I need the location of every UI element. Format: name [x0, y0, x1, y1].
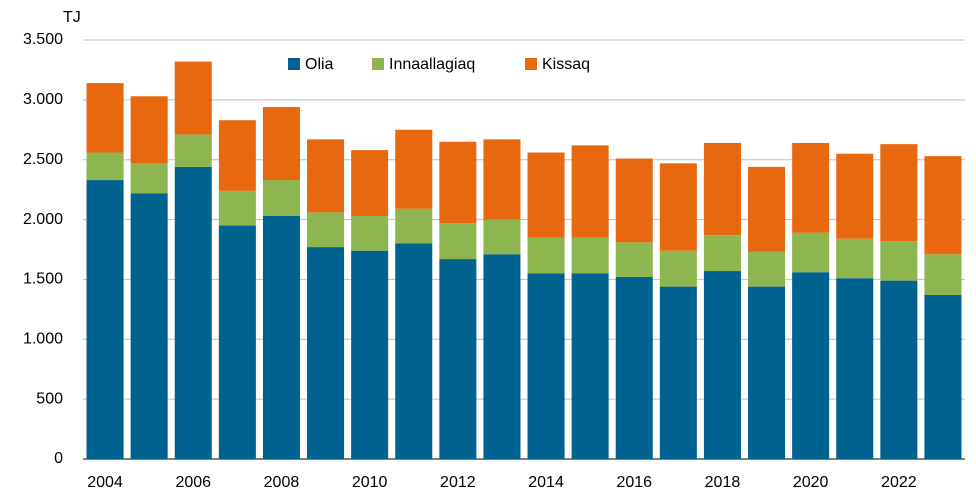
bar-segment — [483, 254, 521, 459]
bar-segment — [924, 254, 962, 295]
y-tick-label: 2.000 — [23, 211, 63, 228]
bar-segment — [218, 190, 256, 226]
bar-segment — [86, 152, 124, 181]
bar-segment — [307, 212, 345, 248]
x-tick-label: 2020 — [793, 474, 829, 491]
x-tick-label: 2006 — [175, 474, 211, 491]
bar-segment — [880, 144, 918, 242]
bar-segment — [483, 139, 521, 220]
bar-segment — [262, 180, 300, 216]
bar-segment — [792, 142, 830, 233]
bar-segment — [130, 163, 168, 194]
legend-swatch — [372, 58, 384, 70]
bar-segment — [130, 193, 168, 459]
bar-segment — [527, 237, 565, 274]
x-tick-label: 2014 — [528, 474, 564, 491]
bar-segment — [924, 156, 962, 255]
x-tick-label: 2010 — [352, 474, 388, 491]
legend-label: Olia — [305, 56, 334, 73]
bar-segment — [262, 107, 300, 181]
bar-segment — [174, 61, 212, 135]
x-tick-label: 2022 — [881, 474, 917, 491]
y-tick-label: 3.000 — [23, 91, 63, 108]
bar-segment — [792, 272, 830, 459]
bar-segment — [703, 235, 741, 272]
bar-segment — [571, 273, 609, 459]
bar-segment — [924, 294, 962, 459]
y-tick-label: 0 — [54, 450, 63, 467]
bar-segment — [527, 152, 565, 238]
unit-label: TJ — [63, 9, 81, 26]
bar-segment — [615, 158, 653, 243]
bar-segment — [836, 278, 874, 459]
bar-segment — [395, 129, 433, 209]
bar-segment — [527, 273, 565, 459]
bar-segment — [703, 271, 741, 459]
bar-segment — [351, 150, 389, 216]
y-tick-label: 3.500 — [23, 31, 63, 48]
bar-segment — [880, 241, 918, 281]
bar-segment — [439, 141, 477, 224]
bar-segment — [615, 242, 653, 278]
legend-label: Innaallagiaq — [389, 56, 475, 73]
y-tick-label: 1.000 — [23, 331, 63, 348]
bar-segment — [307, 139, 345, 213]
bar-segment — [483, 219, 521, 255]
bar-segment — [351, 215, 389, 251]
y-tick-label: 2.500 — [23, 151, 63, 168]
legend-label: Kissaq — [542, 56, 590, 73]
bar-segment — [659, 250, 697, 287]
bar-segment — [792, 232, 830, 273]
bar-segment — [174, 166, 212, 459]
bar-segment — [262, 215, 300, 459]
bar-segment — [836, 238, 874, 279]
bar-segment — [218, 120, 256, 191]
bar-segment — [307, 247, 345, 459]
bar-segment — [748, 166, 786, 252]
x-tick-label: 2004 — [87, 474, 123, 491]
x-tick-label: 2008 — [264, 474, 300, 491]
bar-segment — [395, 208, 433, 244]
bar-segment — [571, 145, 609, 238]
bar-segment — [86, 180, 124, 459]
bar-segment — [439, 223, 477, 260]
bar-segment — [351, 250, 389, 459]
bar-segment — [130, 96, 168, 164]
y-tick-label: 1.500 — [23, 271, 63, 288]
legend-swatch — [525, 58, 537, 70]
bar-segment — [880, 280, 918, 459]
x-tick-label: 2012 — [440, 474, 476, 491]
bar-segment — [395, 243, 433, 459]
bar-segment — [571, 237, 609, 274]
bar-segment — [659, 163, 697, 251]
x-tick-label: 2018 — [705, 474, 741, 491]
bar-segment — [659, 286, 697, 459]
bar-segment — [748, 251, 786, 287]
bar-segment — [174, 134, 212, 167]
legend-swatch — [288, 58, 300, 70]
x-tick-label: 2016 — [616, 474, 652, 491]
bar-segment — [748, 286, 786, 459]
bar-segment — [836, 153, 874, 239]
bar-segment — [615, 277, 653, 459]
y-tick-label: 500 — [36, 390, 63, 407]
bar-segment — [703, 142, 741, 236]
bar-segment — [218, 225, 256, 459]
bar-segment — [86, 83, 124, 153]
bar-segment — [439, 259, 477, 459]
